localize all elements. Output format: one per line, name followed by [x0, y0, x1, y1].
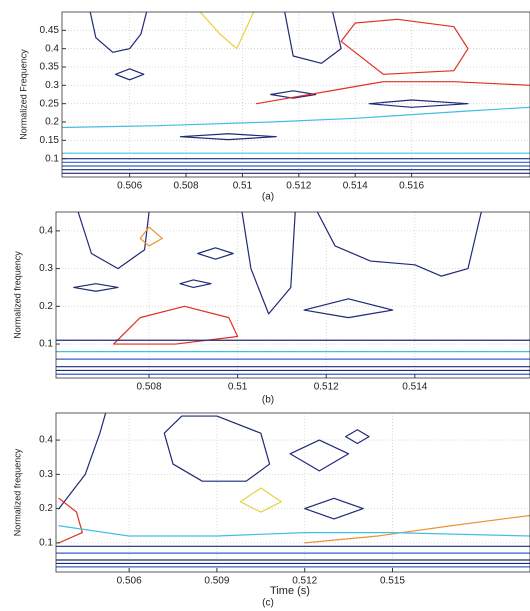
panel: 0.506 0.509 0.512 0.515 0.1 0.2 0.3 0.4 Normaliz…	[12, 412, 530, 609]
contour-line	[197, 247, 234, 260]
x-tick-label: 0.509	[204, 576, 229, 587]
contour-line	[89, 12, 148, 53]
x-tick-label: 0.506	[117, 576, 142, 587]
y-tick-label: 0.25	[40, 98, 60, 109]
x-tick-label: 0.512	[292, 576, 317, 587]
y-tick-label: 0.2	[39, 301, 53, 312]
contour-line	[58, 525, 530, 537]
plot-frame	[61, 11, 530, 178]
contour-line	[345, 429, 370, 445]
y-tick-label: 0.1	[39, 538, 53, 549]
contour-line	[163, 415, 271, 482]
y-tick-label: 0.2	[45, 117, 59, 128]
y-tick-label: 0.4	[39, 226, 53, 237]
contour-line	[199, 12, 255, 50]
contour-line	[284, 12, 342, 64]
contour-line	[241, 212, 296, 315]
contour-line	[62, 106, 530, 129]
y-tick-label: 0.4	[39, 435, 53, 446]
caption: (c)	[262, 598, 274, 609]
x-tick-label: 0.512	[286, 181, 311, 192]
plot-frame	[55, 211, 530, 379]
y-tick-label: 0.3	[39, 469, 53, 480]
contour-line	[239, 487, 282, 513]
y-tick-label: 0.2	[39, 503, 53, 514]
contour-line	[368, 99, 469, 108]
x-tick-label: 0.506	[117, 181, 142, 192]
y-tick-label: 0.1	[45, 153, 59, 164]
contours	[56, 212, 530, 375]
y-axis-label: Normalized frequency	[12, 448, 22, 536]
caption: (b)	[262, 395, 274, 406]
contour-line	[270, 90, 317, 99]
x-tick-label: 0.515	[380, 576, 405, 587]
y-tick-label: 0.4	[45, 43, 59, 54]
x-tick-label: 0.514	[343, 181, 368, 192]
contours	[62, 12, 530, 174]
x-tick-label: 0.516	[399, 181, 424, 192]
contour-line	[77, 212, 150, 270]
contour-line	[340, 18, 469, 75]
contour-line	[114, 68, 145, 81]
panel: 0.508 0.51 0.512 0.514 0.1 0.2 0.3 0.4 Normalize…	[12, 211, 530, 406]
contour-line	[179, 279, 212, 289]
contour-line	[112, 305, 239, 345]
contour-line	[58, 497, 83, 544]
x-tick-label: 0.514	[402, 382, 427, 393]
y-axis-label: Normalized frequency	[12, 251, 22, 339]
y-tick-label: 0.3	[39, 263, 53, 274]
plot-frame	[55, 412, 530, 573]
x-tick-label: 0.51	[228, 382, 248, 393]
y-tick-label: 0.45	[40, 25, 60, 36]
contour-line	[255, 81, 530, 105]
caption: (a)	[262, 192, 274, 203]
y-tick-label: 0.15	[40, 135, 60, 146]
contour-line	[304, 497, 364, 520]
contour-line	[139, 226, 163, 247]
contour-line	[289, 439, 350, 472]
y-tick-label: 0.35	[40, 62, 60, 73]
contours	[56, 413, 530, 568]
contour-line	[58, 413, 107, 510]
x-axis-label: Time (s)	[270, 585, 310, 597]
y-tick-label: 0.3	[45, 80, 59, 91]
contour-line	[316, 212, 482, 277]
contour-line	[179, 133, 277, 141]
contour-line	[303, 298, 394, 319]
y-axis-label: Normalized Frequency	[18, 49, 28, 140]
x-tick-label: 0.508	[174, 181, 199, 192]
y-tick-label: 0.1	[39, 339, 53, 350]
x-tick-label: 0.508	[137, 382, 162, 393]
panel: 0.506 0.508 0.51 0.512 0.514 0.516 0.1 0.15 0.2 0…	[18, 11, 530, 203]
contour-line	[73, 283, 119, 292]
x-tick-label: 0.512	[314, 382, 339, 393]
contour-line	[304, 514, 530, 544]
x-tick-label: 0.51	[233, 181, 253, 192]
